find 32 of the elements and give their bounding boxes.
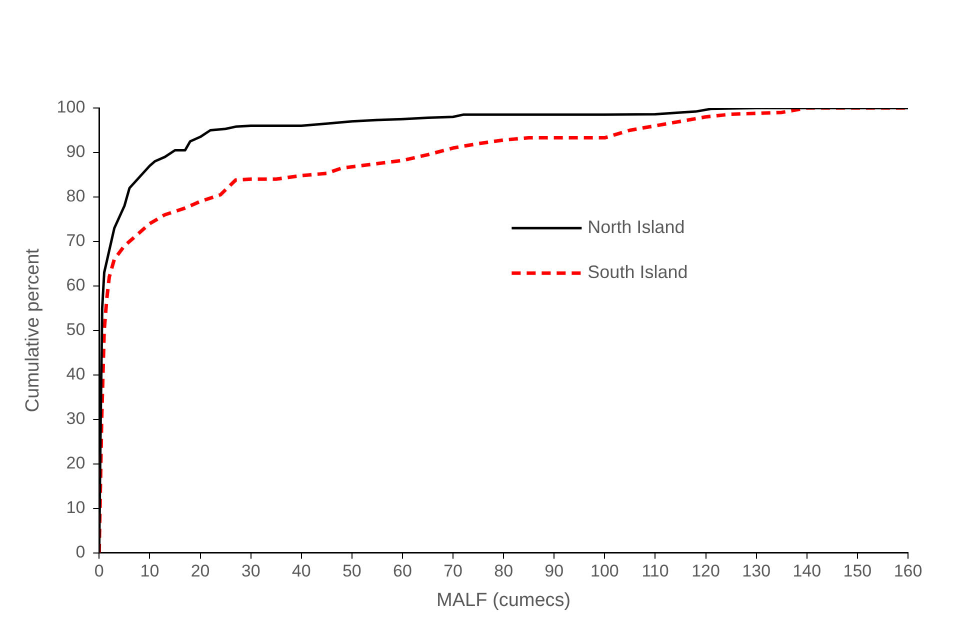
x-tick-label: 40 xyxy=(292,562,311,581)
x-tick-label: 80 xyxy=(494,562,514,581)
y-tick-label: 100 xyxy=(56,98,86,117)
legend-label: South Island xyxy=(588,262,688,282)
y-tick-label: 0 xyxy=(76,542,86,562)
y-axis-title: Cumulative percent xyxy=(22,248,44,412)
x-tick-label: 100 xyxy=(590,562,619,581)
x-tick-label: 30 xyxy=(241,562,260,581)
x-tick-label: 140 xyxy=(792,562,822,581)
x-axis-title: MALF (cumecs) xyxy=(436,590,571,611)
y-tick-label: 20 xyxy=(66,454,86,473)
y-tick-label: 70 xyxy=(66,231,86,250)
y-tick-label: 90 xyxy=(66,142,86,162)
y-tick-label: 10 xyxy=(66,498,86,518)
y-tick-label: 30 xyxy=(66,409,86,428)
x-tick-label: 120 xyxy=(692,562,720,581)
x-tick-label: 160 xyxy=(894,562,922,581)
x-tick-label: 10 xyxy=(140,562,160,581)
x-tick-label: 70 xyxy=(444,562,462,581)
x-tick-label: 0 xyxy=(94,562,104,581)
y-tick-label: 60 xyxy=(66,276,86,295)
y-tick-label: 80 xyxy=(66,186,86,206)
x-tick-label: 60 xyxy=(393,562,412,581)
x-tick-label: 110 xyxy=(642,562,669,581)
y-tick-label: 40 xyxy=(66,364,86,384)
x-tick-label: 20 xyxy=(190,562,210,581)
legend-label: North Island xyxy=(588,217,685,238)
y-tick-label: 50 xyxy=(66,320,86,340)
x-tick-label: 90 xyxy=(544,562,564,581)
x-tick-label: 50 xyxy=(342,562,362,581)
x-tick-label: 150 xyxy=(843,562,872,581)
x-tick-label: 130 xyxy=(742,562,771,581)
